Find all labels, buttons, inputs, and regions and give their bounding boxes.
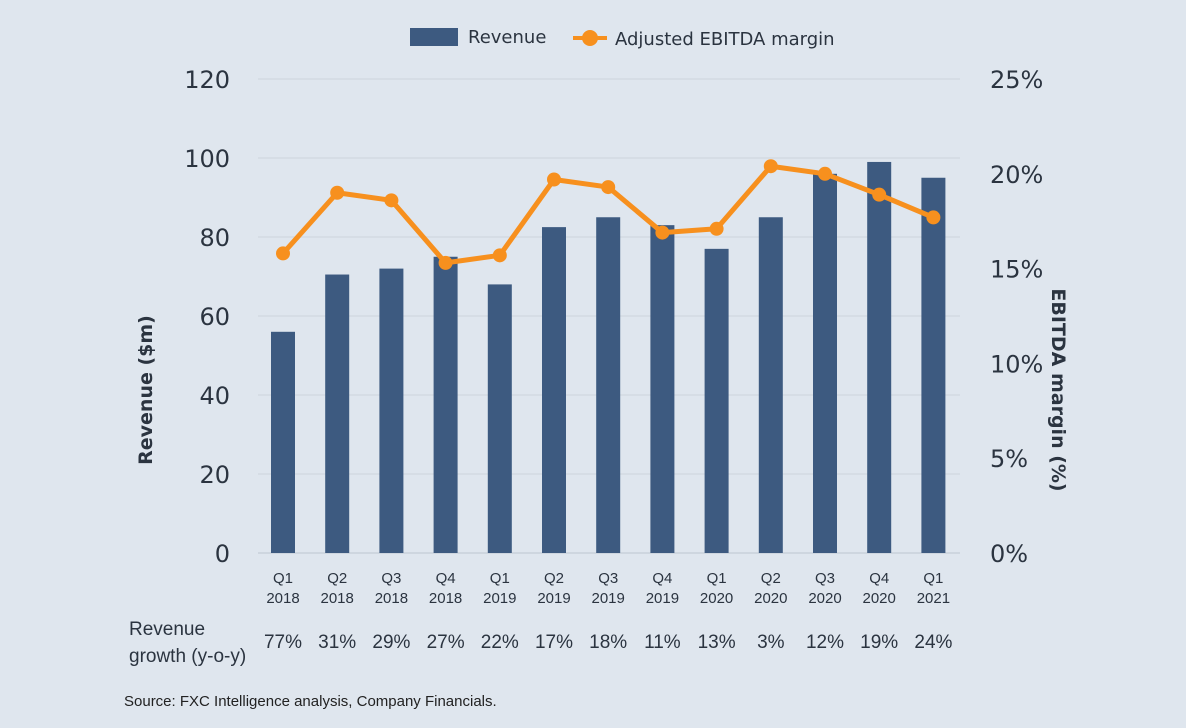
x-tick-quarter: Q3 [598,570,618,587]
ebitda-margin-point [276,246,290,261]
y-tick-label: 60 [199,303,230,331]
x-tick-quarter: Q2 [327,570,347,587]
x-tick-year: 2021 [917,590,950,607]
ebitda-margin-point [763,159,778,174]
growth-label-line2: growth (y-o-y) [129,646,246,667]
ebitda-margin-point [601,180,616,195]
ebitda-margin-point [492,248,507,263]
ebitda-margin-point [547,172,561,187]
x-tick-quarter: Q1 [490,570,510,587]
legend-swatch-ebitda-marker [582,30,598,46]
x-tick-year: 2020 [700,590,733,607]
x-tick-year: 2020 [808,590,841,607]
growth-value: 29% [372,632,410,653]
legend-label-revenue: Revenue [468,27,546,48]
y-right-tick-label: 15% [990,256,1043,284]
revenue-bar [325,274,350,553]
y-right-tick-label: 25% [990,66,1043,94]
revenue-bar [921,177,946,553]
revenue-bar [487,284,512,553]
revenue-bar [867,161,892,553]
y-right-tick-label: 10% [990,350,1043,378]
growth-value: 18% [589,632,627,653]
x-tick-quarter: Q1 [707,570,727,587]
x-tick-year: 2020 [863,590,896,607]
source-note: Source: FXC Intelligence analysis, Compa… [124,693,497,710]
ebitda-margin-point [330,185,345,200]
x-tick-year: 2019 [537,590,570,607]
revenue-bar [596,217,621,553]
growth-value: 19% [860,632,898,653]
y-tick-label: 80 [199,224,230,252]
ebitda-margin-point [872,187,887,202]
x-tick-quarter: Q4 [436,570,456,587]
growth-value: 27% [427,632,465,653]
y-tick-label: 40 [199,382,230,410]
y-tick-label: 20 [199,461,230,489]
x-tick-year: 2018 [375,590,408,607]
growth-label-line1: Revenue [129,619,205,640]
x-tick-quarter: Q4 [869,570,889,587]
ebitda-margin-point [438,255,453,270]
legend-swatch-revenue [410,28,458,46]
revenue-bar [271,331,295,553]
x-tick-quarter: Q1 [273,570,293,587]
x-tick-quarter: Q1 [923,570,943,587]
revenue-bar [650,225,675,553]
x-tick-quarter: Q2 [761,570,781,587]
growth-value: 31% [318,632,356,653]
x-tick-quarter: Q3 [815,570,835,587]
y-right-axis-label: EBITDA margin (%) [1047,288,1069,491]
y-tick-label: 120 [184,66,230,94]
growth-value: 24% [914,632,952,653]
y-right-tick-label: 0% [990,540,1028,568]
revenue-bar [704,248,729,553]
ebitda-margin-point [709,221,724,236]
ebitda-margin-point [818,166,832,181]
revenue-bar [758,217,783,553]
x-tick-year: 2020 [754,590,787,607]
x-tick-year: 2019 [592,590,625,607]
y-tick-label: 0 [215,540,230,568]
ebitda-margin-point [926,210,941,225]
x-tick-year: 2019 [483,590,516,607]
y-axis-label: Revenue ($m) [135,315,157,465]
ebitda-margin-point [384,193,399,208]
x-tick-year: 2018 [321,590,354,607]
legend-label-ebitda: Adjusted EBITDA margin [615,29,835,50]
revenue-bar [813,173,837,554]
y-right-tick-label: 5% [990,445,1028,473]
x-tick-year: 2019 [646,590,679,607]
growth-value: 22% [481,632,519,653]
growth-value: 11% [644,632,681,653]
ebitda-margin-point [655,225,670,240]
x-tick-year: 2018 [429,590,462,607]
revenue-bar [379,268,404,553]
x-tick-year: 2018 [266,590,299,607]
y-tick-label: 100 [184,145,230,173]
x-tick-quarter: Q2 [544,570,564,587]
growth-value: 17% [535,632,573,653]
growth-value: 12% [806,632,844,653]
growth-value: 77% [264,632,302,653]
revenue-bar [542,227,566,553]
x-tick-quarter: Q4 [652,570,672,587]
revenue-bar [433,256,458,553]
growth-value: 3% [757,632,785,653]
y-right-tick-label: 20% [990,161,1043,189]
growth-value: 13% [698,632,736,653]
x-tick-quarter: Q3 [381,570,401,587]
